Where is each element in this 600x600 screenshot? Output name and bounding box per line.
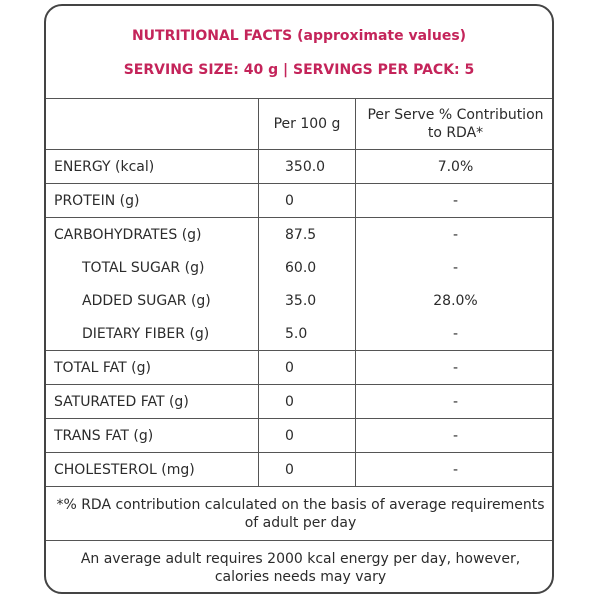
nutrition-table: Per 100 g Per Serve % Contribution to RD… <box>46 98 552 592</box>
nutrient-name: PROTEIN (g) <box>46 183 259 218</box>
per-100g: 0 <box>258 350 356 385</box>
note-row: An average adult requires 2000 kcal ener… <box>46 540 552 592</box>
rda-percent: - <box>355 452 552 487</box>
nutrient-name: SATURATED FAT (g) <box>46 384 259 419</box>
table-row: CHOLESTEROL (mg) 0- <box>46 452 552 487</box>
nutrient-name: ADDED SUGAR (g) <box>46 284 259 317</box>
table-row: CARBOHYDRATES (g) 87.5- <box>46 217 552 251</box>
rda-percent: - <box>355 251 552 284</box>
rda-percent: 28.0% <box>355 284 552 317</box>
nutrient-name: TRANS FAT (g) <box>46 418 259 453</box>
rda-percent: - <box>355 418 552 453</box>
note: An average adult requires 2000 kcal ener… <box>46 540 552 592</box>
per-100g: 60.0 <box>258 251 356 284</box>
serving-info: SERVING SIZE: 40 g | SERVINGS PER PACK: … <box>123 62 475 78</box>
per-100g: 0 <box>258 183 356 218</box>
table-row: TOTAL SUGAR (g) 60.0- <box>46 251 552 284</box>
per-100g: 35.0 <box>258 284 356 317</box>
rda-percent: - <box>355 317 552 351</box>
per-100g: 350.0 <box>258 149 356 184</box>
nutrient-name: ENERGY (kcal) <box>46 149 259 184</box>
rda-percent: - <box>355 217 552 251</box>
header-cell: Per 100 g <box>258 98 356 150</box>
table-row: SATURATED FAT (g) 0- <box>46 384 552 419</box>
table-row: ADDED SUGAR (g) 35.0 28.0% <box>46 284 552 317</box>
per-100g: 5.0 <box>258 317 356 351</box>
per-100g: 0 <box>258 384 356 419</box>
nutrient-name: TOTAL FAT (g) <box>46 350 259 385</box>
per-100g: 0 <box>258 418 356 453</box>
note-row: *% RDA contribution calculated on the ba… <box>46 486 552 541</box>
nutrient-name: DIETARY FIBER (g) <box>46 317 259 351</box>
nutrient-name: CHOLESTEROL (mg) <box>46 452 259 487</box>
rda-percent: - <box>355 183 552 218</box>
rda-percent: - <box>355 384 552 419</box>
table-header: Per 100 g Per Serve % Contribution to RD… <box>46 98 552 150</box>
table-row: TOTAL FAT (g) 0- <box>46 350 552 385</box>
nutrition-card: NUTRITIONAL FACTS (approximate values) S… <box>44 4 554 594</box>
table-row: DIETARY FIBER (g) 5.0- <box>46 317 552 351</box>
table-row: PROTEIN (g) 0- <box>46 183 552 218</box>
rda-percent: - <box>355 350 552 385</box>
nutrient-name: CARBOHYDRATES (g) <box>46 217 259 251</box>
title: NUTRITIONAL FACTS (approximate values) <box>131 28 467 44</box>
rda-percent: 7.0% <box>355 149 552 184</box>
note: *% RDA contribution calculated on the ba… <box>46 486 552 541</box>
per-100g: 87.5 <box>258 217 356 251</box>
nutrient-name: TOTAL SUGAR (g) <box>46 251 259 284</box>
per-100g: 0 <box>258 452 356 487</box>
table-row: TRANS FAT (g) 0- <box>46 418 552 453</box>
header-cell: Per Serve % Contribution to RDA* <box>355 98 552 150</box>
header-cell <box>46 98 259 150</box>
table-row: ENERGY (kcal) 350.0 7.0% <box>46 149 552 184</box>
